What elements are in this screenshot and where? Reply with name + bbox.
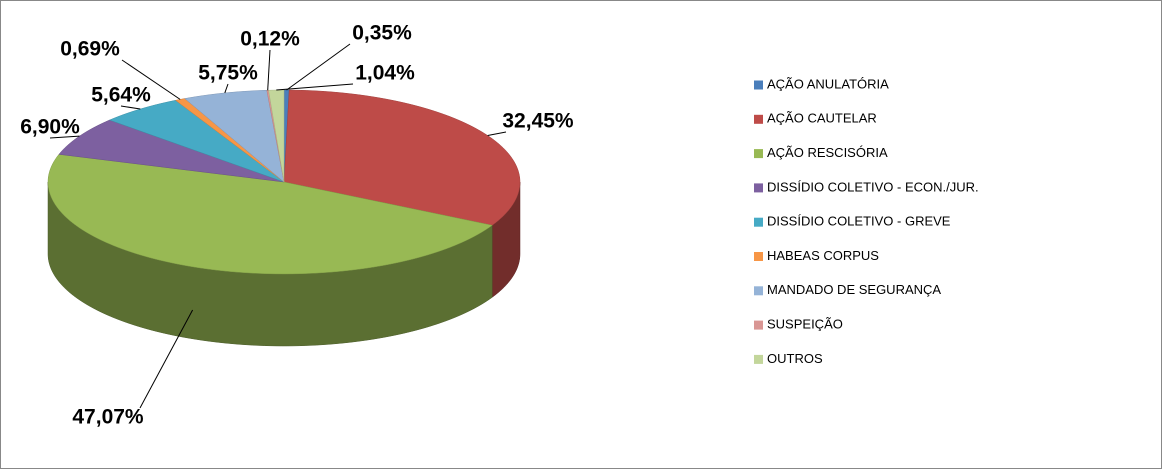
legend-label: DISSÍDIO COLETIVO - GREVE: [767, 214, 951, 229]
leader-line: [267, 49, 271, 91]
slice: [268, 89, 285, 183]
data-label: 5,64%: [91, 84, 151, 107]
data-label: 0,12%: [240, 28, 300, 51]
data-label: 32,45%: [502, 110, 574, 133]
legend-swatch: [754, 252, 763, 261]
data-label: 0,69%: [60, 38, 120, 61]
legend-label: MANDADO DE SEGURANÇA: [767, 282, 941, 297]
leader-line: [121, 59, 181, 100]
legend-label: AÇÃO RESCISÓRIA: [767, 145, 888, 160]
slice: [184, 89, 285, 183]
legend-label: OUTROS: [767, 351, 823, 366]
leader-line: [139, 309, 194, 409]
slice: [47, 154, 493, 275]
leader-line: [49, 135, 80, 139]
data-label: 6,90%: [20, 116, 80, 139]
slice: [58, 119, 285, 183]
legend-swatch: [754, 286, 763, 296]
leader-line: [224, 83, 229, 94]
data-label: 47,07%: [72, 406, 144, 429]
legend-label: AÇÃO CAUTELAR: [767, 111, 877, 126]
data-label: 0,35%: [352, 22, 412, 45]
slice: [108, 100, 285, 183]
legend-swatch: [754, 217, 763, 227]
leader-line: [286, 43, 351, 91]
legend-swatch: [754, 354, 763, 364]
leader-line: [276, 83, 354, 91]
data-label: 1,04%: [355, 62, 415, 85]
leader-line: [487, 131, 507, 137]
legend-swatch: [754, 80, 763, 90]
legend-swatch: [754, 149, 763, 159]
legend-label: SUSPEIÇÃO: [767, 317, 843, 332]
legend-swatch: [754, 114, 763, 124]
legend-label: DISSÍDIO COLETIVO - ECON./JUR.: [767, 179, 979, 194]
leader-line: [120, 105, 141, 110]
legend-label: HABEAS CORPUS: [767, 248, 879, 263]
data-label: 5,75%: [198, 62, 258, 85]
legend-label: AÇÃO ANULATÓRIA: [767, 76, 889, 91]
legend-swatch: [754, 183, 763, 193]
legend-swatch: [754, 320, 763, 330]
